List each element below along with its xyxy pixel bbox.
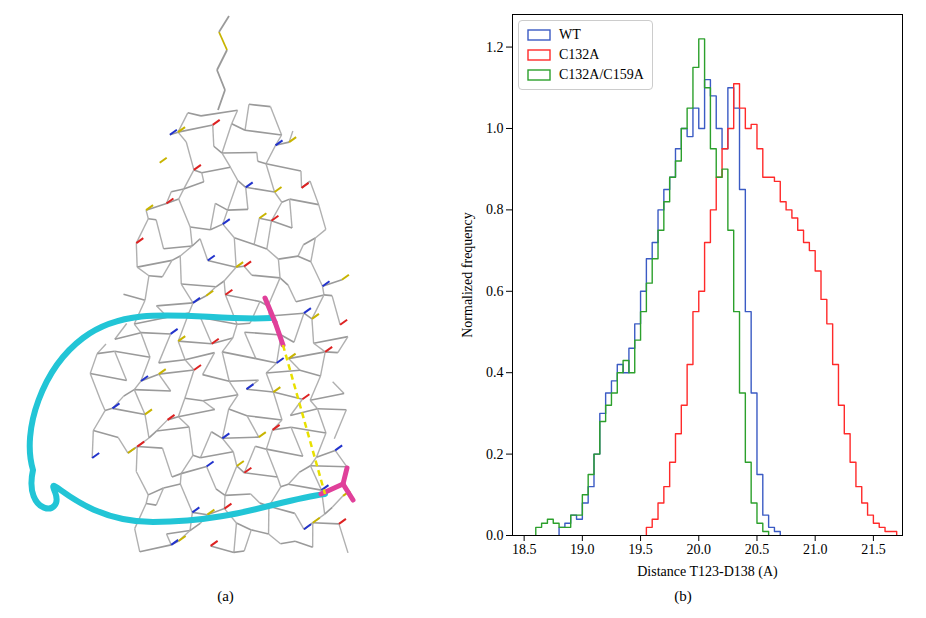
svg-text:0.8: 0.8 xyxy=(486,202,504,217)
svg-text:18.5: 18.5 xyxy=(512,542,537,557)
svg-text:19.5: 19.5 xyxy=(628,542,653,557)
svg-text:Normalized frequency: Normalized frequency xyxy=(460,212,475,338)
html-text:C132A: C132A xyxy=(559,47,600,62)
svg-text:20.0: 20.0 xyxy=(687,542,712,557)
svg-text:20.5: 20.5 xyxy=(745,542,770,557)
svg-text:21.5: 21.5 xyxy=(861,542,886,557)
html-text:C132A/C159A: C132A/C159A xyxy=(559,67,644,82)
svg-text:0.6: 0.6 xyxy=(486,284,504,299)
html-text:WT: WT xyxy=(559,27,581,42)
html-text:(a): (a) xyxy=(217,588,234,604)
html-text:(b): (b) xyxy=(674,588,692,604)
svg-text:Distance T123-D138 (A): Distance T123-D138 (A) xyxy=(637,564,778,580)
svg-text:0.0: 0.0 xyxy=(486,528,504,543)
svg-text:0.2: 0.2 xyxy=(486,447,504,462)
svg-text:1.2: 1.2 xyxy=(486,40,504,55)
svg-text:0.4: 0.4 xyxy=(486,365,504,380)
svg-text:1.0: 1.0 xyxy=(486,121,504,136)
svg-text:19.0: 19.0 xyxy=(570,542,595,557)
svg-text:21.0: 21.0 xyxy=(803,542,828,557)
